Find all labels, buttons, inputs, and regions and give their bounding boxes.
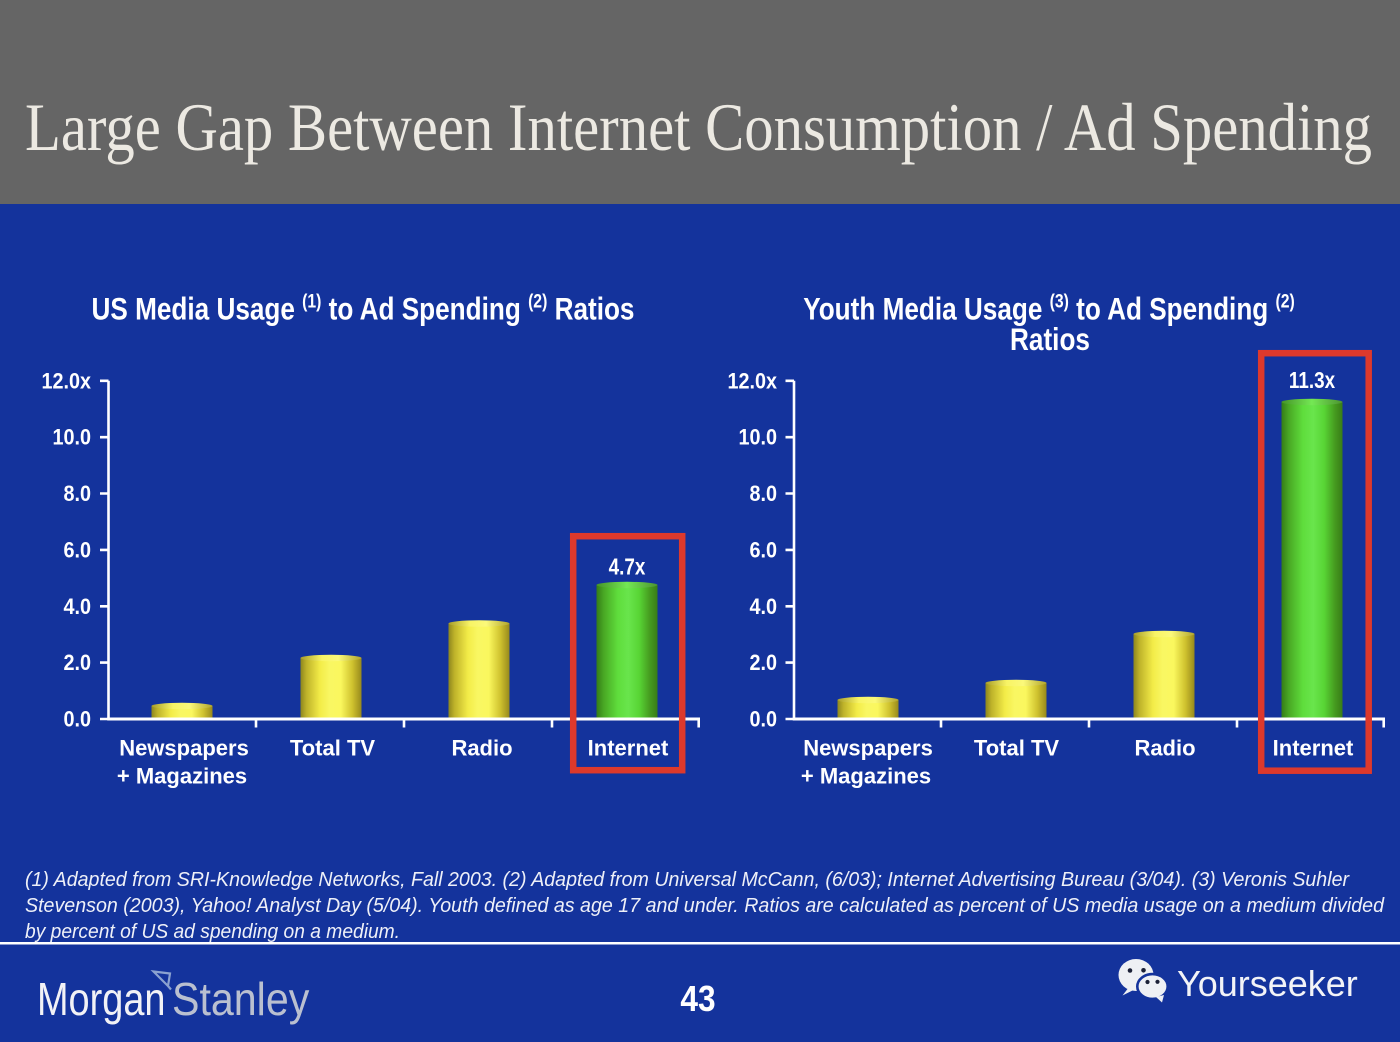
svg-text:Stanley: Stanley xyxy=(172,974,309,1026)
svg-text:Internet: Internet xyxy=(1273,735,1354,760)
svg-text:Newspapers: Newspapers xyxy=(119,735,249,760)
svg-text:Stevenson (2003), Yahoo! Analy: Stevenson (2003), Yahoo! Analyst Day (5/… xyxy=(25,895,1385,917)
svg-text:(1) Adapted from SRI-Knowledge: (1) Adapted from SRI-Knowledge Networks,… xyxy=(25,869,1350,891)
svg-text:12.0x: 12.0x xyxy=(727,369,777,393)
svg-text:6.0: 6.0 xyxy=(63,538,91,562)
svg-text:4.0: 4.0 xyxy=(63,595,91,619)
svg-text:Yourseeker: Yourseeker xyxy=(1177,963,1358,1004)
svg-text:2.0: 2.0 xyxy=(63,651,91,675)
svg-text:12.0x: 12.0x xyxy=(41,369,91,393)
svg-text:Youth Media Usage (3) to Ad Sp: Youth Media Usage (3) to Ad Spending (2) xyxy=(803,290,1295,327)
svg-text:4.7x: 4.7x xyxy=(609,555,646,580)
svg-text:Total TV: Total TV xyxy=(974,735,1059,760)
svg-text:43: 43 xyxy=(680,979,715,1019)
svg-text:11.3x: 11.3x xyxy=(1289,368,1335,393)
svg-text:10.0: 10.0 xyxy=(738,426,777,450)
svg-text:Radio: Radio xyxy=(1134,735,1195,760)
svg-text:4.0: 4.0 xyxy=(749,595,777,619)
svg-text:6.0: 6.0 xyxy=(749,538,777,562)
svg-text:Large Gap Between Internet Con: Large Gap Between Internet Consumption /… xyxy=(25,89,1372,165)
svg-text:Ratios: Ratios xyxy=(1010,323,1090,358)
svg-text:10.0: 10.0 xyxy=(52,426,91,450)
svg-text:+ Magazines: + Magazines xyxy=(117,763,247,788)
svg-text:Internet: Internet xyxy=(588,735,669,760)
svg-text:2.0: 2.0 xyxy=(749,651,777,675)
svg-text:8.0: 8.0 xyxy=(749,482,777,506)
svg-text:Newspapers: Newspapers xyxy=(803,735,933,760)
svg-text:US Media Usage (1) to Ad Spend: US Media Usage (1) to Ad Spending (2) Ra… xyxy=(92,290,635,327)
svg-text:Morgan: Morgan xyxy=(37,974,165,1025)
svg-text:0.0: 0.0 xyxy=(63,707,91,731)
svg-text:+ Magazines: + Magazines xyxy=(801,763,931,788)
svg-text:8.0: 8.0 xyxy=(63,482,91,506)
svg-text:Total TV: Total TV xyxy=(290,735,375,760)
svg-text:Radio: Radio xyxy=(451,735,512,760)
svg-text:by percent of US ad spending o: by percent of US ad spending on a medium… xyxy=(25,921,400,943)
svg-text:0.0: 0.0 xyxy=(749,707,777,731)
